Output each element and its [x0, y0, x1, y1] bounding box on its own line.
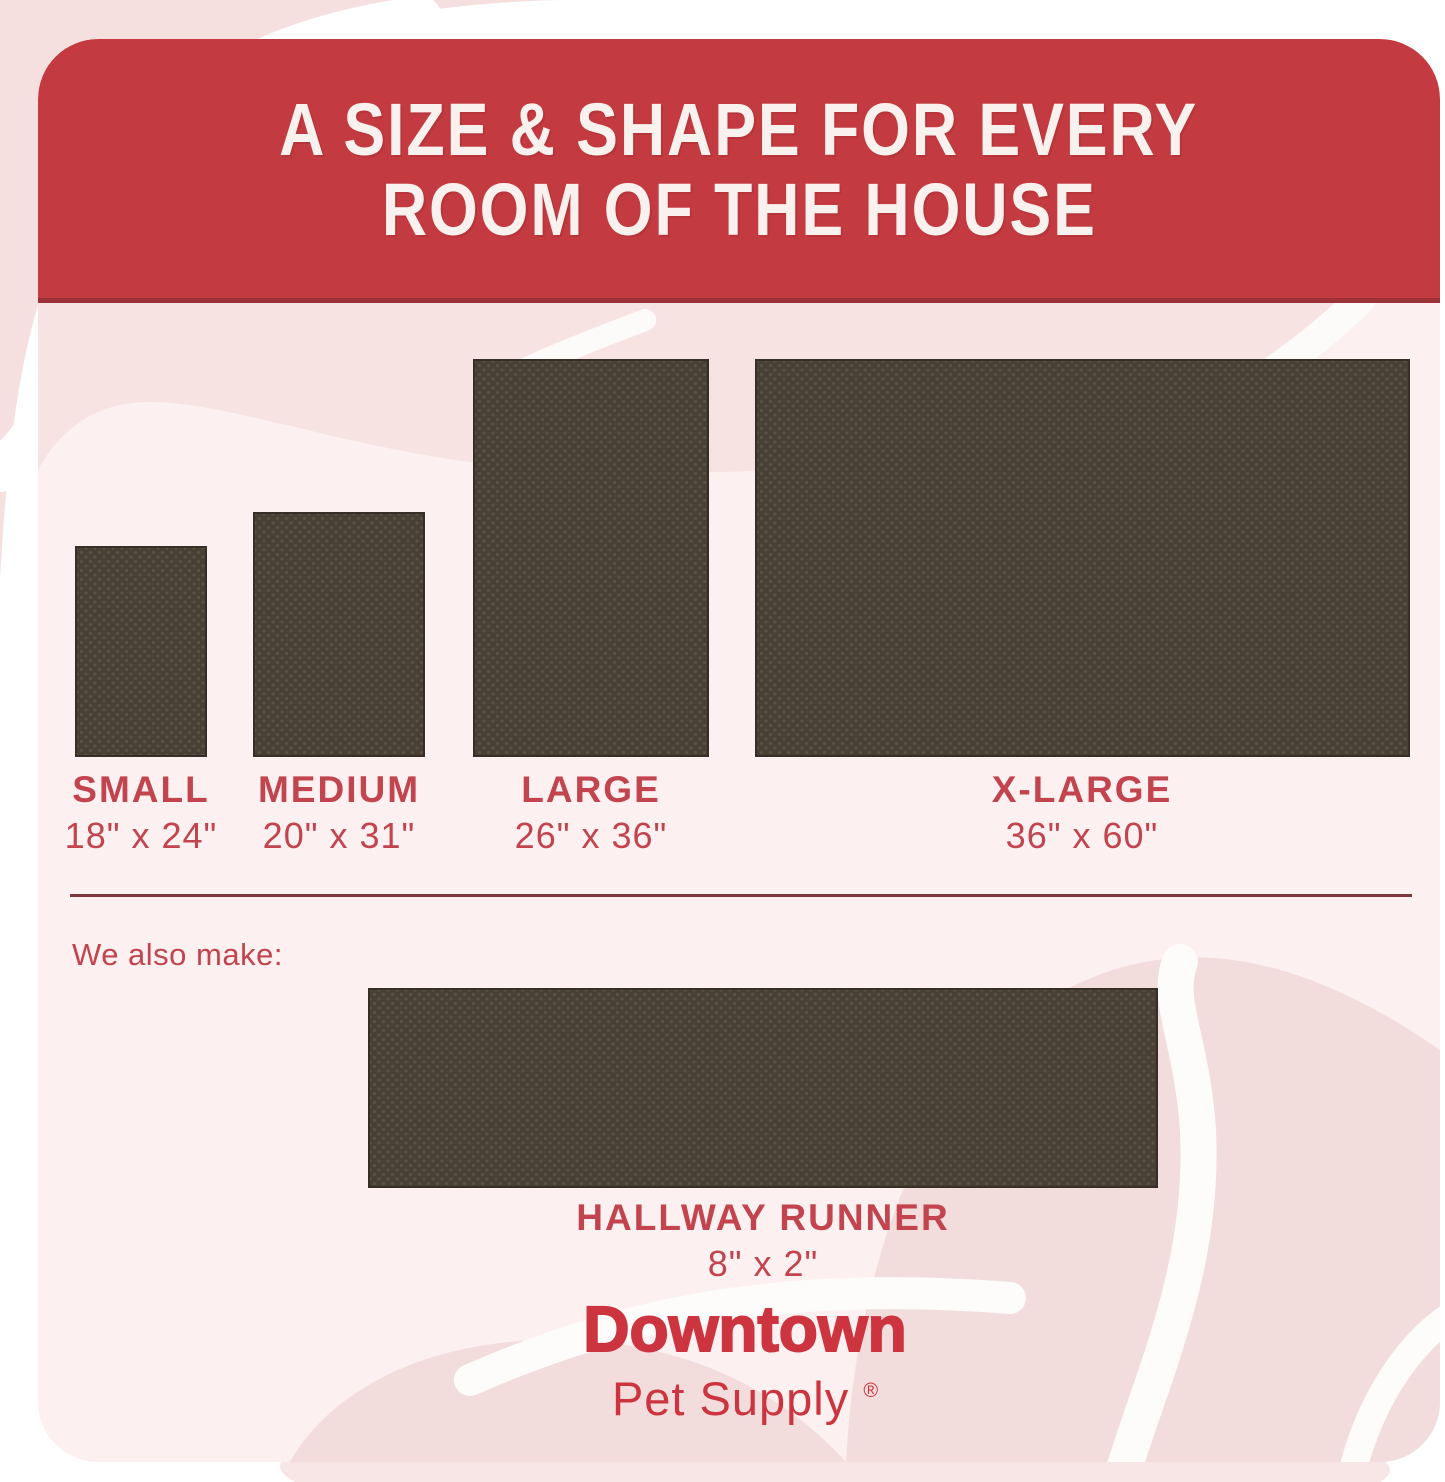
- size-name: LARGE: [521, 769, 661, 810]
- size-dimensions: 8" x 2": [707, 1243, 819, 1284]
- label-large: LARGE 26" x 36": [431, 769, 751, 857]
- label-hallway-runner: HALLWAY RUNNER 8" x 2": [563, 1197, 963, 1285]
- title-line-1: A SIZE & SHAPE FOR EVERY: [279, 87, 1199, 170]
- mat-hallway-runner: [368, 988, 1158, 1188]
- title-line-2: ROOM OF THE HOUSE: [381, 167, 1097, 250]
- brand-name: Downtown: [582, 1293, 907, 1365]
- we-also-make-label: We also make:: [72, 937, 283, 972]
- label-xlarge: X-LARGE 36" x 60": [922, 769, 1242, 857]
- size-name: HALLWAY RUNNER: [576, 1197, 950, 1238]
- size-dimensions: 20" x 31": [262, 815, 416, 856]
- mat-xlarge: [755, 359, 1410, 757]
- label-small: SMALL 18" x 24": [38, 769, 301, 857]
- size-dimensions: 36" x 60": [1005, 815, 1159, 856]
- size-name: SMALL: [72, 769, 210, 810]
- blob-white-scurve-right: [1341, 1306, 1440, 1462]
- mat-small: [75, 546, 207, 757]
- header-banner: A SIZE & SHAPE FOR EVERY ROOM OF THE HOU…: [38, 39, 1440, 303]
- brand-subtitle: Pet Supply ®: [445, 1365, 1045, 1425]
- mat-medium: [253, 512, 425, 757]
- brand-logo: Downtown Pet Supply ®: [445, 1293, 1045, 1425]
- size-dimensions: 18" x 24": [64, 815, 218, 856]
- label-medium: MEDIUM 20" x 31": [179, 769, 499, 857]
- brand-subtitle-text: Pet Supply: [611, 1372, 850, 1425]
- section-divider: [70, 894, 1412, 897]
- registered-mark-icon: ®: [863, 1380, 879, 1402]
- infographic-card: A SIZE & SHAPE FOR EVERY ROOM OF THE HOU…: [38, 39, 1440, 1462]
- size-name: MEDIUM: [257, 769, 421, 810]
- size-dimensions: 26" x 36": [514, 815, 668, 856]
- size-name: X-LARGE: [991, 769, 1173, 810]
- mat-large: [473, 359, 709, 757]
